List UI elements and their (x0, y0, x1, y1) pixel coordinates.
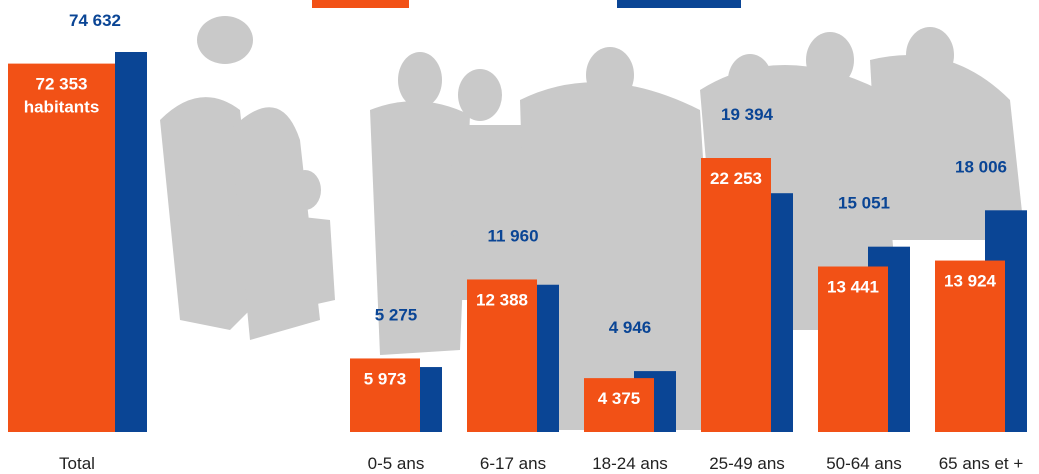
category-label: 6-17 ans (480, 454, 546, 473)
value-label: 13 924 (944, 272, 997, 291)
value-label: 18 006 (955, 157, 1007, 176)
legend-swatch (617, 0, 741, 8)
category-label: 0-5 ans (368, 454, 425, 473)
bar (701, 158, 771, 432)
category-label: 65 ans et + (939, 454, 1024, 473)
bar (115, 52, 147, 432)
bar (8, 64, 115, 432)
category-label: Total (59, 454, 95, 473)
value-label: 12 388 (476, 290, 528, 309)
category-label: 25-49 ans (709, 454, 785, 473)
value-label: 13 441 (827, 278, 879, 297)
chart: 74 63272 353habitantsTotal5 2755 9730-5 … (0, 0, 1039, 474)
value-label: 4 946 (609, 318, 652, 337)
value-label: 74 632 (69, 11, 121, 30)
category-label: 50-64 ans (826, 454, 902, 473)
value-label: 11 960 (487, 226, 538, 245)
value-label: 22 253 (710, 169, 762, 188)
value-label: 19 394 (721, 105, 774, 124)
category-label: 18-24 ans (592, 454, 668, 473)
value-label: 4 375 (598, 389, 641, 408)
value-label: 5 275 (375, 305, 418, 324)
value-label: 15 051 (838, 194, 890, 213)
legend-swatch (312, 0, 409, 8)
value-label: 5 973 (364, 369, 407, 388)
